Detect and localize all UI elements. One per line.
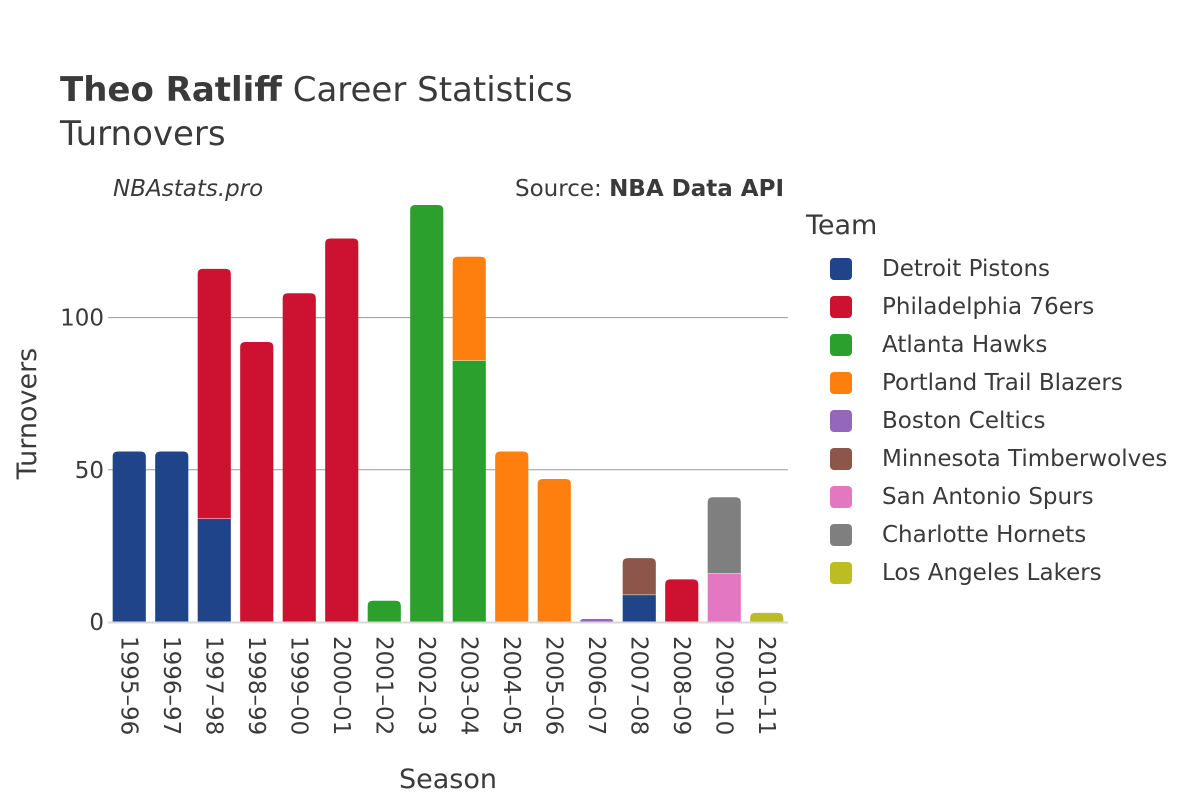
legend-swatch	[830, 334, 852, 356]
legend-swatch	[830, 410, 852, 432]
legend-label: Portland Trail Blazers	[882, 370, 1123, 396]
chart-title-player: Theo Ratliff	[60, 70, 282, 110]
x-tick-label: 2004–05	[498, 636, 524, 735]
x-tick-label: 2008–09	[668, 636, 694, 735]
legend-item[interactable]: Charlotte Hornets	[806, 516, 1167, 554]
x-tick-label: 1998–99	[243, 636, 269, 735]
watermark: NBAstats.pro	[113, 176, 264, 202]
bar-segment	[197, 518, 231, 622]
source-credit: Source: NBA Data API	[515, 176, 784, 202]
bar-segment	[197, 268, 231, 519]
x-tick-label: 2000–01	[328, 636, 354, 735]
legend-swatch	[830, 486, 852, 508]
bar-segment	[622, 594, 656, 622]
bar-segment	[367, 600, 401, 622]
x-tick-label: 1997–98	[200, 636, 226, 735]
legend-label: Atlanta Hawks	[882, 332, 1048, 358]
x-tick-label: 2001–02	[370, 636, 396, 735]
bar-segment	[112, 451, 146, 622]
bar-segment	[325, 238, 359, 622]
x-tick-label: 1999–00	[285, 636, 311, 735]
bar-segment	[707, 497, 741, 574]
legend: Team Detroit Pistons Philadelphia 76ers At…	[806, 208, 1167, 592]
y-axis-title: Turnovers	[12, 348, 43, 481]
bar-segment	[452, 256, 486, 361]
bar-segment	[665, 579, 699, 622]
legend-label: Detroit Pistons	[882, 256, 1051, 282]
bar-segment	[282, 293, 316, 622]
legend-swatch	[830, 524, 852, 546]
x-tick-label: 2002–03	[413, 636, 439, 735]
legend-swatch	[830, 296, 852, 318]
bar-segment	[410, 205, 444, 622]
legend-label: Charlotte Hornets	[882, 522, 1087, 548]
legend-label: Philadelphia 76ers	[882, 294, 1095, 320]
legend-swatch	[830, 562, 852, 584]
x-tick-label: 2006–07	[583, 636, 609, 735]
legend-item[interactable]: Boston Celtics	[806, 402, 1167, 440]
bar-segment	[495, 451, 529, 622]
source-name: NBA Data API	[609, 176, 784, 202]
legend-title: Team	[806, 210, 878, 241]
legend-item[interactable]: Philadelphia 76ers	[806, 288, 1167, 326]
x-tick-label: 2009–10	[710, 636, 736, 735]
legend-label: Los Angeles Lakers	[882, 560, 1102, 586]
legend-swatch	[830, 448, 852, 470]
legend-item[interactable]: Portland Trail Blazers	[806, 364, 1167, 402]
legend-item[interactable]: Atlanta Hawks	[806, 326, 1167, 364]
y-tick-label: 100	[60, 306, 104, 332]
y-tick-label: 50	[75, 458, 104, 484]
x-tick-label: 2007–08	[625, 636, 651, 735]
x-axis-title: Season	[399, 764, 497, 795]
legend-swatch	[830, 372, 852, 394]
legend-item[interactable]: San Antonio Spurs	[806, 478, 1167, 516]
bar-segment	[155, 451, 189, 622]
bar-segment	[580, 618, 614, 622]
x-tick-label: 2003–04	[455, 636, 481, 735]
chart-title-rest: Career Statistics	[292, 70, 573, 110]
bar-segment	[622, 558, 656, 595]
legend-item[interactable]: Minnesota Timberwolves	[806, 440, 1167, 478]
legend-item[interactable]: Detroit Pistons	[806, 250, 1167, 288]
y-tick-label: 0	[89, 610, 104, 636]
legend-item[interactable]: Los Angeles Lakers	[806, 554, 1167, 592]
x-tick-label: 2010–11	[753, 636, 779, 735]
chart-title: Theo Ratliff Career Statistics	[60, 68, 573, 112]
legend-swatch	[830, 258, 852, 280]
chart-subtitle: Turnovers	[60, 114, 226, 154]
x-tick-label: 1996–97	[158, 636, 184, 735]
bar-segment	[750, 612, 784, 622]
legend-label: San Antonio Spurs	[882, 484, 1094, 510]
source-prefix: Source:	[515, 176, 610, 202]
bar-segment	[240, 341, 274, 622]
x-tick-label: 1995–96	[115, 636, 141, 735]
bar-segment	[452, 360, 486, 622]
legend-items: Detroit Pistons Philadelphia 76ers Atlanta…	[806, 250, 1167, 592]
bar-segment	[707, 573, 741, 622]
legend-label: Boston Celtics	[882, 408, 1046, 434]
x-tick-label: 2005–06	[540, 636, 566, 735]
bar-segment	[537, 478, 571, 622]
legend-label: Minnesota Timberwolves	[882, 446, 1168, 472]
